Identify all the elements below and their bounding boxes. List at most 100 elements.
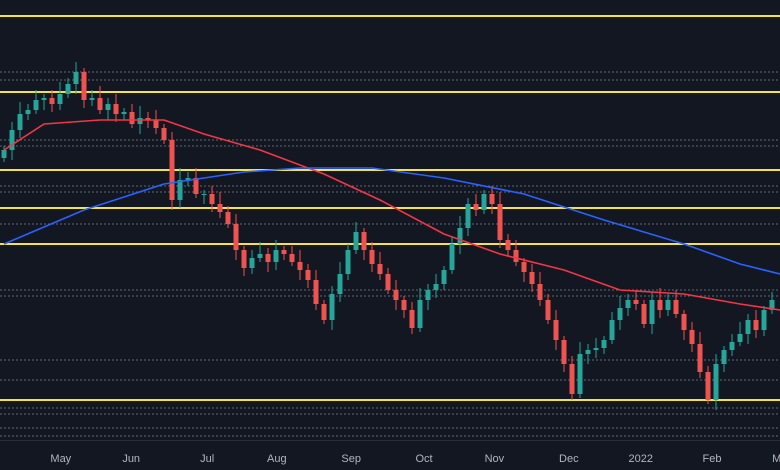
candle-down xyxy=(553,320,559,340)
candle-up xyxy=(249,258,255,268)
candle-up xyxy=(585,350,591,354)
plot-background xyxy=(0,0,780,440)
x-axis-ticks: May Jun Jul Aug Sep Oct Nov Dec 2022 Feb Mar xyxy=(50,453,780,465)
candle-down xyxy=(265,254,271,262)
candle-down xyxy=(673,300,679,314)
candle-down xyxy=(545,300,551,320)
candle-up xyxy=(41,98,47,100)
x-tick-label: Feb xyxy=(703,453,722,465)
candle-down xyxy=(129,112,135,124)
candle-down xyxy=(689,330,695,344)
candle-up xyxy=(465,204,471,228)
candle-up xyxy=(9,130,15,150)
candle-up xyxy=(769,300,775,310)
candle-down xyxy=(153,120,159,128)
candle-up xyxy=(481,194,487,210)
candle-down xyxy=(145,118,151,120)
x-tick-label: Jun xyxy=(122,453,140,465)
candle-up xyxy=(57,94,63,104)
candle-down xyxy=(377,264,383,274)
candle-down xyxy=(281,250,287,254)
candle-up xyxy=(1,150,7,158)
candle-down xyxy=(369,250,375,264)
candle-down xyxy=(521,262,527,272)
candle-down xyxy=(225,212,231,224)
candle-down xyxy=(297,262,303,270)
candle-down xyxy=(641,304,647,324)
candle-up xyxy=(17,114,23,130)
candle-down xyxy=(697,344,703,372)
candle-down xyxy=(753,320,759,330)
x-tick-label: 2022 xyxy=(629,453,653,465)
candle-down xyxy=(241,250,247,268)
candle-up xyxy=(433,284,439,290)
candle-up xyxy=(89,98,95,100)
candle-up xyxy=(649,300,655,324)
candle-down xyxy=(289,254,295,262)
candle-up xyxy=(329,294,335,320)
candle-up xyxy=(201,194,207,195)
candle-up xyxy=(713,364,719,400)
moving-average-blue xyxy=(3,167,780,275)
moving-average-red xyxy=(3,119,780,311)
candle-down xyxy=(313,280,319,304)
candle-up xyxy=(609,320,615,340)
candle-down xyxy=(489,194,495,204)
candle-up xyxy=(665,300,671,310)
candle-down xyxy=(705,372,711,400)
candle-up xyxy=(625,300,631,308)
candle-down xyxy=(561,340,567,364)
candle-up xyxy=(337,274,343,294)
candle-up xyxy=(417,300,423,328)
moving-averages xyxy=(3,119,780,311)
candle-up xyxy=(617,308,623,320)
candle-down xyxy=(569,364,575,394)
x-tick-label: May xyxy=(50,453,71,465)
candle-up xyxy=(73,72,79,84)
x-tick-label: Aug xyxy=(267,453,287,465)
candle-up xyxy=(185,178,191,180)
candle-up xyxy=(105,104,111,110)
candle-up xyxy=(33,100,39,110)
candle-up xyxy=(737,334,743,342)
candle-down xyxy=(217,204,223,212)
minor-levels xyxy=(0,71,780,437)
candle-up xyxy=(25,110,31,114)
candle-up xyxy=(745,320,751,334)
candle-up xyxy=(425,290,431,300)
x-tick-label: Oct xyxy=(415,453,432,465)
candle-up xyxy=(729,342,735,350)
candle-up xyxy=(449,244,455,270)
candle-up xyxy=(577,354,583,394)
candle-up xyxy=(761,310,767,330)
candle-down xyxy=(321,304,327,320)
candle-up xyxy=(353,232,359,250)
candle-down xyxy=(49,98,55,104)
candle-up xyxy=(137,118,143,124)
candle-down xyxy=(513,250,519,262)
candles xyxy=(1,62,775,410)
candle-up xyxy=(345,250,351,274)
time-axis[interactable] xyxy=(0,440,780,470)
candle-down xyxy=(505,240,511,250)
candle-up xyxy=(721,350,727,364)
candle-down xyxy=(233,224,239,250)
candle-down xyxy=(537,284,543,300)
x-tick-label: Sep xyxy=(341,453,361,465)
candle-down xyxy=(681,314,687,330)
candle-up xyxy=(457,228,463,244)
x-tick-label: Nov xyxy=(485,453,505,465)
candle-down xyxy=(209,194,215,204)
candle-up xyxy=(601,340,607,348)
candle-down xyxy=(633,300,639,304)
candle-down xyxy=(657,300,663,310)
candle-up xyxy=(441,270,447,284)
x-tick-label: Jul xyxy=(200,453,214,465)
candle-down xyxy=(305,270,311,280)
candle-down xyxy=(113,104,119,114)
candle-up xyxy=(593,348,599,350)
candle-down xyxy=(169,140,175,200)
candle-down xyxy=(361,232,367,250)
candle-down xyxy=(193,178,199,194)
